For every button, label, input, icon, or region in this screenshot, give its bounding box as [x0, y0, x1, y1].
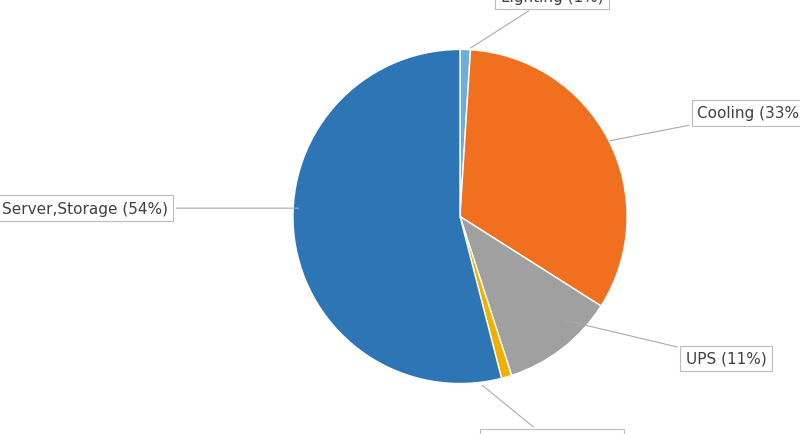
Wedge shape: [460, 50, 470, 217]
Text: Lighting (1%): Lighting (1%): [470, 0, 603, 49]
Wedge shape: [460, 217, 601, 375]
Text: Server,Storage (54%): Server,Storage (54%): [2, 201, 298, 216]
Text: Cooling (33%): Cooling (33%): [610, 106, 800, 141]
Wedge shape: [293, 50, 502, 384]
Text: UPS (11%): UPS (11%): [566, 321, 766, 366]
Wedge shape: [460, 217, 512, 378]
Text: Transformer (1%): Transformer (1%): [482, 385, 618, 434]
Wedge shape: [460, 51, 627, 306]
